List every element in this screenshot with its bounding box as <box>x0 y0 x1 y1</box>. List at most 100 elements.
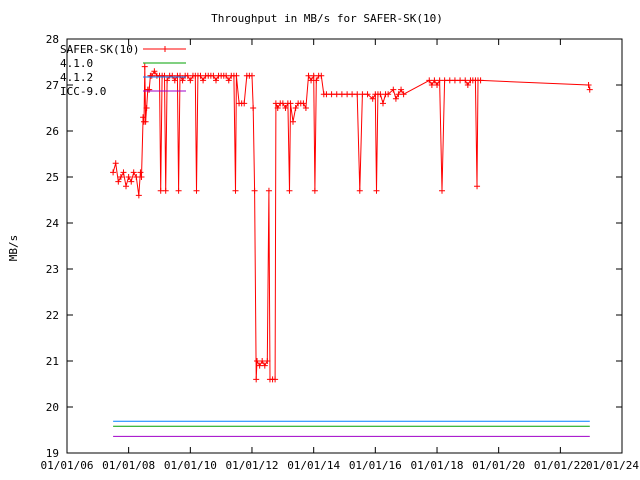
data-point <box>137 169 144 176</box>
data-point <box>265 187 272 194</box>
data-point <box>130 169 137 176</box>
data-point <box>464 82 471 88</box>
data-point <box>586 86 593 93</box>
y-tick-label: 19 <box>46 447 59 460</box>
data-point <box>395 91 402 98</box>
y-tick-label: 24 <box>46 217 60 230</box>
data-point <box>274 105 281 111</box>
data-point <box>115 178 122 185</box>
data-point <box>287 100 294 107</box>
data-point <box>311 187 318 194</box>
data-point <box>369 95 376 102</box>
data-point <box>179 77 186 84</box>
data-point <box>373 187 380 194</box>
y-tick-label: 23 <box>46 263 59 276</box>
data-point <box>400 91 407 98</box>
axis-ticks: 19 20 21 22 23 24 25 26 27 28 01/01/06 01/01/08 01/0… <box>41 33 640 472</box>
data-point <box>233 72 240 79</box>
data-point <box>446 77 453 84</box>
data-point <box>434 82 441 88</box>
legend-label: 4.1.0 <box>60 57 93 70</box>
y-tick-label: 20 <box>46 401 59 414</box>
data-point <box>290 118 297 125</box>
legend-label: 4.1.2 <box>60 71 93 84</box>
data-point <box>146 86 153 93</box>
data-point <box>200 77 207 84</box>
data-point <box>428 82 435 88</box>
data-point <box>364 91 371 98</box>
data-point <box>318 72 325 79</box>
data-point <box>282 105 289 111</box>
data-point <box>187 77 194 84</box>
data-point <box>133 174 140 180</box>
data-point <box>143 105 150 111</box>
data-point <box>349 91 356 98</box>
series-group <box>110 63 593 437</box>
y-tick-label: 26 <box>46 125 59 138</box>
data-point <box>141 63 148 70</box>
data-point <box>193 187 200 194</box>
data-point <box>441 77 448 84</box>
data-point <box>138 174 145 180</box>
data-point <box>377 91 384 98</box>
data-point <box>210 72 217 79</box>
data-point <box>256 362 263 369</box>
data-point <box>110 169 117 176</box>
data-point <box>477 77 484 84</box>
x-tick-label: 01/01/12 <box>225 459 278 472</box>
data-point <box>264 358 271 364</box>
data-point <box>169 72 176 79</box>
data-point <box>223 72 230 79</box>
y-tick-label: 27 <box>46 79 59 92</box>
legend-label: ICC-9.0 <box>60 85 106 98</box>
data-point <box>292 105 299 111</box>
data-point <box>451 77 458 84</box>
legend-marker <box>162 46 168 52</box>
data-point <box>125 174 132 180</box>
x-tick-label: 01/01/24 <box>586 459 639 472</box>
data-point <box>431 77 438 84</box>
data-point <box>261 362 268 369</box>
data-point <box>164 77 171 84</box>
data-point <box>162 187 169 194</box>
data-point <box>585 82 592 88</box>
data-point <box>474 183 481 190</box>
data-point <box>359 91 366 98</box>
plot-frame <box>66 38 623 454</box>
data-point <box>197 72 204 79</box>
chart-title: Throughput in MB/s for SAFER-SK(10) <box>211 12 443 25</box>
data-point <box>177 72 184 79</box>
y-axis-label: MB/s <box>7 235 20 262</box>
y-tick-label: 28 <box>46 33 59 46</box>
data-point <box>286 187 293 194</box>
data-point <box>117 174 124 180</box>
data-point <box>232 187 239 194</box>
data-point <box>140 114 147 121</box>
data-point <box>379 100 386 107</box>
data-point <box>305 72 312 79</box>
data-point <box>457 77 464 84</box>
data-point <box>254 358 261 364</box>
data-point <box>184 72 191 79</box>
x-tick-label: 01/01/16 <box>349 459 402 472</box>
data-point <box>328 91 335 98</box>
x-tick-label: 01/01/08 <box>102 459 155 472</box>
data-point <box>112 160 119 167</box>
x-tick-label: 01/01/20 <box>472 459 525 472</box>
data-point <box>426 77 433 84</box>
data-point <box>241 100 248 107</box>
data-point <box>151 68 158 75</box>
data-point <box>356 187 363 194</box>
data-point <box>225 77 232 84</box>
data-point <box>338 91 345 98</box>
data-point <box>128 178 135 185</box>
data-point <box>161 72 168 79</box>
data-point <box>392 95 399 102</box>
data-point <box>439 187 446 194</box>
data-point <box>175 187 182 194</box>
series-line-0 <box>112 66 591 380</box>
data-point <box>390 86 397 93</box>
data-point <box>313 77 320 84</box>
x-tick-label: 01/01/18 <box>411 459 464 472</box>
x-tick-label: 01/01/10 <box>164 459 217 472</box>
